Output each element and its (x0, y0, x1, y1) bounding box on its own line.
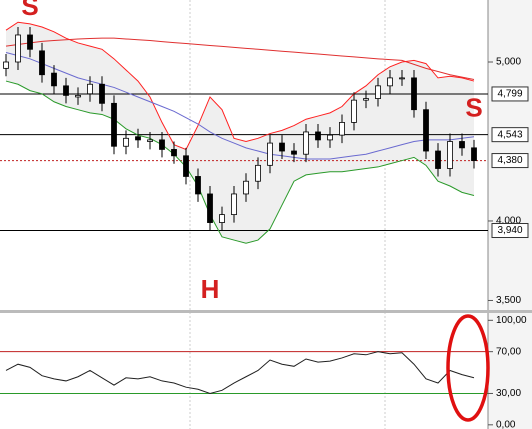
y-tick-label: 0,00 (496, 419, 516, 429)
indicator-line (5, 51, 475, 160)
candle-body (147, 139, 153, 142)
level-label-box (491, 223, 529, 239)
candle-body (219, 214, 225, 223)
annotation: H (201, 274, 220, 304)
candle-body (279, 142, 285, 152)
candle-body (351, 99, 357, 123)
band-fill (6, 22, 474, 244)
candle-body (471, 147, 477, 161)
candle-body (411, 77, 417, 111)
candle-body (231, 193, 237, 216)
candle-body (291, 150, 297, 155)
indicator-line (5, 21, 475, 151)
y-tick-label: 100,00 (496, 315, 527, 326)
candle-body (435, 150, 441, 169)
candle-body (363, 98, 369, 101)
candle-body (171, 149, 177, 157)
candle-body (195, 176, 201, 195)
level-label-box (491, 86, 529, 102)
candle-body (15, 34, 21, 63)
level-label: 3,940 (497, 225, 522, 236)
candle-body (327, 134, 333, 141)
candle-body (51, 72, 57, 87)
y-tick-label: 5,000 (496, 57, 521, 68)
candle-body (267, 142, 273, 166)
candle-body (423, 109, 429, 152)
candle-body (75, 94, 81, 98)
level-label: 4,799 (497, 89, 522, 100)
level-label: 4,543 (497, 129, 522, 140)
level-label-box (491, 127, 529, 143)
candle-body (87, 83, 93, 95)
axis-panel (488, 0, 532, 429)
annotation: S (21, 0, 38, 21)
candle-body (243, 180, 249, 195)
y-tick-label: 4,000 (496, 216, 521, 227)
candle-body (303, 131, 309, 155)
candle-body (63, 85, 69, 96)
y-tick-label: 70,00 (496, 346, 521, 357)
candle-body (27, 34, 33, 50)
level-label-box (491, 153, 529, 169)
candle-body (183, 155, 189, 177)
candle-body (3, 61, 9, 69)
candle-body (207, 193, 213, 223)
candle-body (339, 122, 345, 136)
candle-body (111, 102, 117, 147)
panel-separator (0, 310, 532, 313)
candle-body (39, 50, 45, 76)
indicator-line (5, 37, 475, 80)
candle-body (375, 85, 381, 99)
candle-body (315, 131, 321, 141)
y-tick-label: 3,500 (496, 295, 521, 306)
candle-body (123, 137, 129, 147)
candle-body (387, 77, 393, 87)
candle-body (459, 141, 465, 149)
indicator-line (5, 80, 475, 244)
candle-body (255, 164, 261, 182)
level-label: 4,380 (497, 155, 522, 166)
candle-body (159, 139, 165, 150)
annotation: S (465, 93, 482, 123)
y-tick-label: 30,00 (496, 388, 521, 399)
candle-body (447, 141, 453, 169)
highlight-ellipse (446, 314, 490, 422)
candle-body (99, 83, 105, 104)
rsi-line (5, 351, 475, 394)
candle-body (399, 77, 405, 80)
candle-body (135, 136, 141, 141)
